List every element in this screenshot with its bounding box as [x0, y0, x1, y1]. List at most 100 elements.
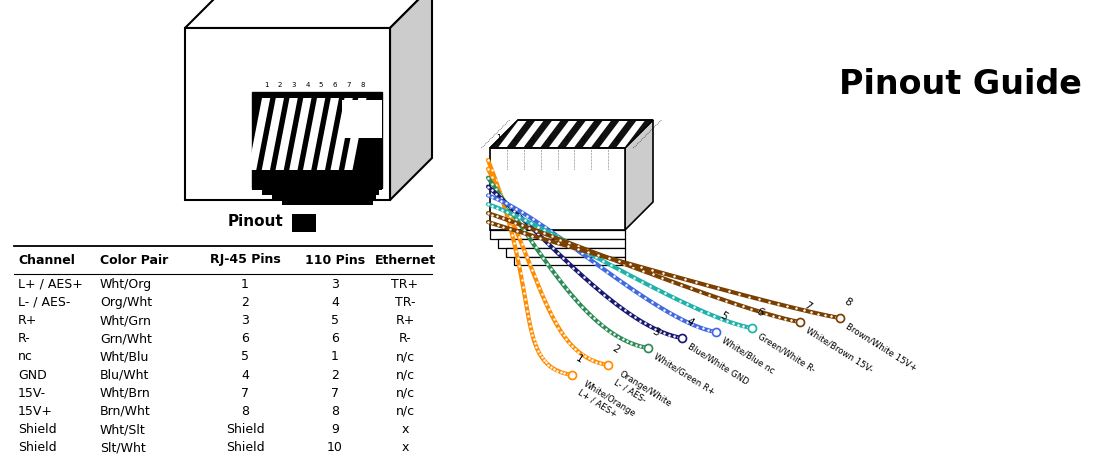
Text: 5: 5 — [718, 310, 729, 322]
Polygon shape — [625, 120, 653, 230]
Text: 8: 8 — [360, 82, 365, 88]
Polygon shape — [390, 0, 432, 200]
Text: 9: 9 — [331, 423, 339, 436]
Text: n/c: n/c — [396, 369, 415, 382]
Text: TR-: TR- — [395, 296, 415, 309]
Text: 3: 3 — [331, 278, 339, 291]
Text: 2: 2 — [610, 343, 621, 355]
Polygon shape — [251, 160, 382, 190]
Bar — [292, 214, 315, 232]
Text: Wht/Grn: Wht/Grn — [100, 314, 152, 327]
Text: 3: 3 — [242, 314, 249, 327]
Text: Org/Wht: Org/Wht — [100, 296, 152, 309]
Text: 2: 2 — [242, 296, 249, 309]
Text: Blu/Wht: Blu/Wht — [100, 369, 149, 382]
Text: Slt/Wht: Slt/Wht — [100, 441, 146, 455]
Text: Shield: Shield — [226, 441, 265, 455]
Polygon shape — [499, 121, 526, 147]
Text: 6: 6 — [754, 306, 764, 318]
Text: 6: 6 — [333, 82, 338, 88]
Text: Channel: Channel — [18, 253, 75, 267]
Text: Pinout: Pinout — [228, 214, 283, 229]
Text: RJ-45 Pins: RJ-45 Pins — [210, 253, 280, 267]
Text: 1: 1 — [496, 134, 501, 143]
Polygon shape — [303, 98, 325, 170]
Polygon shape — [344, 98, 366, 170]
Text: R+: R+ — [395, 314, 415, 327]
Text: 110 Pins: 110 Pins — [304, 253, 365, 267]
Text: 8: 8 — [331, 405, 339, 418]
Text: 4: 4 — [242, 369, 249, 382]
Text: x: x — [401, 441, 409, 455]
Text: Wht/Slt: Wht/Slt — [100, 423, 146, 436]
Text: 7: 7 — [240, 387, 249, 400]
Text: Shield: Shield — [18, 441, 56, 455]
Text: 5: 5 — [319, 82, 323, 88]
Text: R-: R- — [398, 332, 411, 345]
Text: 6: 6 — [580, 134, 586, 143]
Polygon shape — [282, 181, 373, 205]
Text: Orange/White
L- / AES-: Orange/White L- / AES- — [612, 369, 673, 417]
Text: Wht/Blu: Wht/Blu — [100, 350, 149, 364]
Polygon shape — [549, 121, 577, 147]
Text: 15V-: 15V- — [18, 387, 46, 400]
Text: 4: 4 — [331, 296, 339, 309]
Polygon shape — [515, 121, 544, 147]
Text: 1: 1 — [264, 82, 268, 88]
Text: L+ / AES+: L+ / AES+ — [18, 278, 83, 291]
Text: 3: 3 — [529, 134, 535, 143]
Text: n/c: n/c — [396, 405, 415, 418]
Text: Brown/White 15V+: Brown/White 15V+ — [844, 322, 918, 373]
Text: x: x — [401, 423, 409, 436]
Polygon shape — [566, 121, 595, 147]
Text: 4: 4 — [306, 82, 310, 88]
Polygon shape — [331, 98, 353, 170]
Text: 4: 4 — [547, 134, 552, 143]
Text: 5: 5 — [331, 314, 339, 327]
Text: Color Pair: Color Pair — [100, 253, 169, 267]
Text: 2: 2 — [331, 369, 339, 382]
Polygon shape — [261, 98, 283, 170]
Text: n/c: n/c — [396, 350, 415, 364]
Text: R-: R- — [18, 332, 31, 345]
Text: Green/White R-: Green/White R- — [756, 332, 816, 374]
Polygon shape — [506, 248, 625, 257]
Text: 7: 7 — [597, 134, 602, 143]
Text: Wht/Org: Wht/Org — [100, 278, 152, 291]
Text: Grn/Wht: Grn/Wht — [100, 332, 152, 345]
Text: 2: 2 — [513, 134, 517, 143]
Text: 7: 7 — [802, 300, 813, 312]
Text: 5: 5 — [240, 350, 249, 364]
Text: GND: GND — [18, 369, 46, 382]
Text: 4: 4 — [684, 316, 695, 328]
Polygon shape — [185, 0, 432, 28]
Polygon shape — [185, 28, 390, 200]
Text: 7: 7 — [331, 387, 339, 400]
Text: Ethernet: Ethernet — [374, 253, 436, 267]
Text: n/c: n/c — [396, 387, 415, 400]
Text: White/Brown 15V-: White/Brown 15V- — [804, 326, 875, 374]
Text: Wht/Brn: Wht/Brn — [100, 387, 151, 400]
Text: Shield: Shield — [226, 423, 265, 436]
Text: 10: 10 — [328, 441, 343, 455]
Text: L- / AES-: L- / AES- — [18, 296, 71, 309]
Text: nc: nc — [18, 350, 33, 364]
Text: 15V+: 15V+ — [18, 405, 53, 418]
Polygon shape — [497, 239, 625, 248]
Text: 8: 8 — [842, 296, 853, 308]
Text: White/Blue nc: White/Blue nc — [720, 336, 775, 375]
Polygon shape — [342, 100, 382, 138]
Text: 3: 3 — [291, 82, 296, 88]
Text: TR+: TR+ — [392, 278, 418, 291]
Polygon shape — [490, 120, 653, 148]
Text: 3: 3 — [650, 326, 661, 338]
Polygon shape — [490, 120, 653, 148]
Text: Pinout Guide: Pinout Guide — [838, 69, 1081, 101]
Polygon shape — [490, 230, 625, 239]
Text: 6: 6 — [331, 332, 339, 345]
Polygon shape — [617, 121, 644, 147]
Text: 8: 8 — [614, 134, 619, 143]
Polygon shape — [272, 174, 376, 200]
Text: 1: 1 — [574, 353, 585, 365]
Polygon shape — [490, 148, 625, 230]
